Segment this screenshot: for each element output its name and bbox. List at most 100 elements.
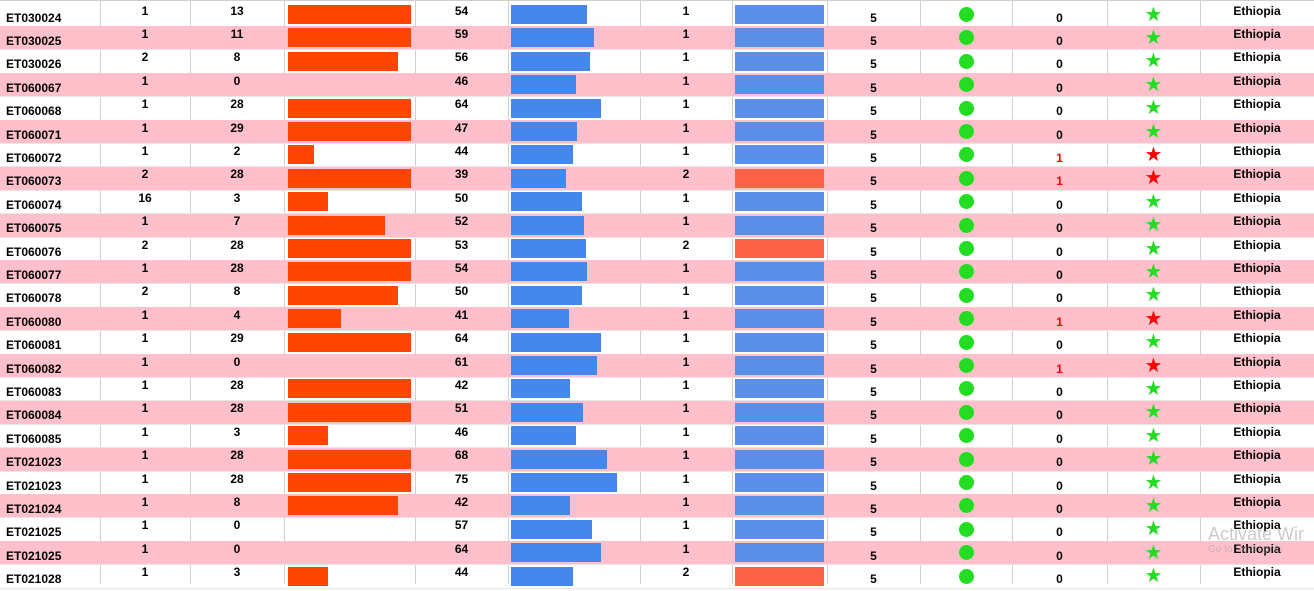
table-row[interactable]: ET060075 1 7 52 1 5 0 ★ Ethiopia bbox=[0, 213, 1314, 238]
green-dot-icon bbox=[958, 53, 974, 69]
site-id-cell: ET060067 bbox=[6, 80, 62, 95]
site-id-cell: ET060084 bbox=[6, 408, 62, 423]
score-cell: 75 bbox=[454, 471, 469, 486]
country-cell: Ethiopia bbox=[1233, 518, 1281, 533]
status-dot-cell bbox=[920, 541, 1012, 564]
count-b-cell: 29 bbox=[230, 331, 244, 346]
green-star-icon: ★ bbox=[1144, 26, 1163, 49]
red-star-icon: ★ bbox=[1144, 354, 1163, 377]
flag-star-cell: ★ bbox=[1107, 518, 1200, 541]
green-star-icon: ★ bbox=[1144, 260, 1163, 283]
score-cell: 46 bbox=[454, 73, 469, 88]
count-a-cell: 2 bbox=[141, 237, 149, 252]
green-dot-icon bbox=[958, 334, 974, 350]
green-dot-icon bbox=[958, 451, 974, 467]
score-bar bbox=[511, 168, 566, 188]
level-status-block bbox=[735, 379, 824, 399]
status-dot-cell bbox=[920, 518, 1012, 541]
count-b-cell: 8 bbox=[233, 494, 241, 509]
table-row[interactable]: ET021023 1 28 68 1 5 0 ★ Ethiopia bbox=[0, 447, 1314, 472]
country-cell: Ethiopia bbox=[1233, 448, 1281, 463]
table-row[interactable]: ET060071 1 29 47 1 5 0 ★ Ethiopia bbox=[0, 120, 1314, 144]
score-cell: 44 bbox=[454, 565, 469, 580]
score-cell: 61 bbox=[454, 354, 469, 369]
status-dot-cell bbox=[920, 331, 1012, 354]
rating-cell: 5 bbox=[870, 455, 877, 470]
score-bar bbox=[511, 239, 586, 258]
score-bar bbox=[511, 379, 570, 399]
score-bar bbox=[511, 285, 582, 305]
green-dot-icon bbox=[958, 147, 974, 163]
rating-cell: 5 bbox=[870, 80, 877, 95]
score-cell: 42 bbox=[454, 494, 469, 509]
table-row[interactable]: ET060080 1 4 41 1 5 1 ★ Ethiopia bbox=[0, 307, 1314, 332]
table-row[interactable]: ET060077 1 28 54 1 5 0 ★ Ethiopia bbox=[0, 260, 1314, 285]
score-bar bbox=[511, 51, 590, 71]
rating-cell: 5 bbox=[870, 431, 877, 446]
rating-cell: 5 bbox=[870, 314, 877, 329]
red-star-icon: ★ bbox=[1144, 143, 1163, 166]
level-status-block bbox=[735, 5, 824, 24]
level-status-block bbox=[735, 402, 824, 422]
table-row[interactable]: ET060067 1 0 46 1 5 0 ★ Ethiopia bbox=[0, 73, 1314, 98]
count-b-cell: 3 bbox=[233, 424, 241, 439]
green-star-icon: ★ bbox=[1144, 237, 1163, 260]
table-row[interactable]: ET021024 1 8 42 1 5 0 ★ Ethiopia bbox=[0, 494, 1314, 519]
site-id-cell: ET060080 bbox=[6, 314, 62, 329]
green-dot-icon bbox=[958, 358, 974, 373]
count-a-cell: 2 bbox=[141, 284, 149, 299]
level-cell: 1 bbox=[682, 260, 690, 275]
red-star-icon: ★ bbox=[1144, 167, 1163, 190]
count-b-cell: 3 bbox=[233, 190, 241, 205]
status-dot-cell bbox=[920, 471, 1012, 494]
level-cell: 1 bbox=[682, 471, 690, 486]
flag-count-cell: 0 bbox=[1056, 10, 1063, 25]
table-row[interactable]: ET021025 1 0 64 1 5 0 ★ Ethiopia bbox=[0, 541, 1314, 566]
flag-star-cell: ★ bbox=[1107, 401, 1200, 424]
country-cell: Ethiopia bbox=[1233, 120, 1281, 135]
count-b-cell: 8 bbox=[233, 50, 241, 65]
level-cell: 1 bbox=[682, 3, 690, 18]
country-cell: Ethiopia bbox=[1233, 401, 1281, 416]
country-cell: Ethiopia bbox=[1233, 3, 1281, 18]
count-b-bar bbox=[288, 496, 398, 516]
rating-cell: 5 bbox=[870, 525, 877, 540]
site-id-cell: ET021023 bbox=[6, 478, 62, 493]
flag-star-cell: ★ bbox=[1107, 448, 1200, 471]
table-row[interactable]: ET060073 2 28 39 2 5 1 ★ Ethiopia bbox=[0, 166, 1314, 191]
rating-cell: 5 bbox=[870, 338, 877, 353]
status-dot-cell bbox=[920, 307, 1012, 330]
flag-count-cell: 0 bbox=[1056, 244, 1063, 259]
table-row[interactable]: ET030025 1 11 59 1 5 0 ★ Ethiopia bbox=[0, 26, 1314, 51]
table-row[interactable]: ET021028 1 3 44 2 5 0 ★ Ethiopia bbox=[0, 565, 1314, 589]
green-star-icon: ★ bbox=[1144, 565, 1163, 588]
flag-star-cell: ★ bbox=[1107, 214, 1200, 237]
table-row[interactable]: ET030026 2 8 56 1 5 0 ★ Ethiopia bbox=[0, 50, 1314, 74]
site-id-cell: ET060077 bbox=[6, 267, 62, 282]
score-cell: 42 bbox=[454, 377, 469, 392]
level-cell: 1 bbox=[682, 73, 690, 88]
level-cell: 2 bbox=[682, 237, 690, 252]
level-cell: 1 bbox=[682, 120, 690, 135]
score-cell: 68 bbox=[454, 448, 469, 463]
site-id-cell: ET060085 bbox=[6, 431, 62, 446]
level-cell: 1 bbox=[682, 143, 690, 158]
rating-cell: 5 bbox=[870, 478, 877, 493]
flag-star-cell: ★ bbox=[1107, 167, 1200, 190]
score-bar bbox=[511, 5, 587, 24]
flag-count-cell: 1 bbox=[1056, 361, 1063, 376]
count-b-bar bbox=[288, 402, 411, 422]
flag-star-cell: ★ bbox=[1107, 73, 1200, 96]
green-dot-icon bbox=[958, 381, 974, 397]
site-id-cell: ET030024 bbox=[6, 10, 62, 25]
flag-star-cell: ★ bbox=[1107, 541, 1200, 564]
green-star-icon: ★ bbox=[1144, 3, 1163, 26]
flag-count-cell: 0 bbox=[1056, 408, 1063, 423]
level-cell: 1 bbox=[682, 401, 690, 416]
table-row[interactable]: ET060084 1 28 51 1 5 0 ★ Ethiopia bbox=[0, 400, 1314, 425]
country-cell: Ethiopia bbox=[1233, 377, 1281, 392]
count-b-bar bbox=[288, 285, 398, 305]
count-a-cell: 2 bbox=[141, 167, 149, 182]
site-id-cell: ET021028 bbox=[6, 572, 62, 587]
table-row[interactable]: ET060082 1 0 61 1 5 1 ★ Ethiopia bbox=[0, 354, 1314, 378]
